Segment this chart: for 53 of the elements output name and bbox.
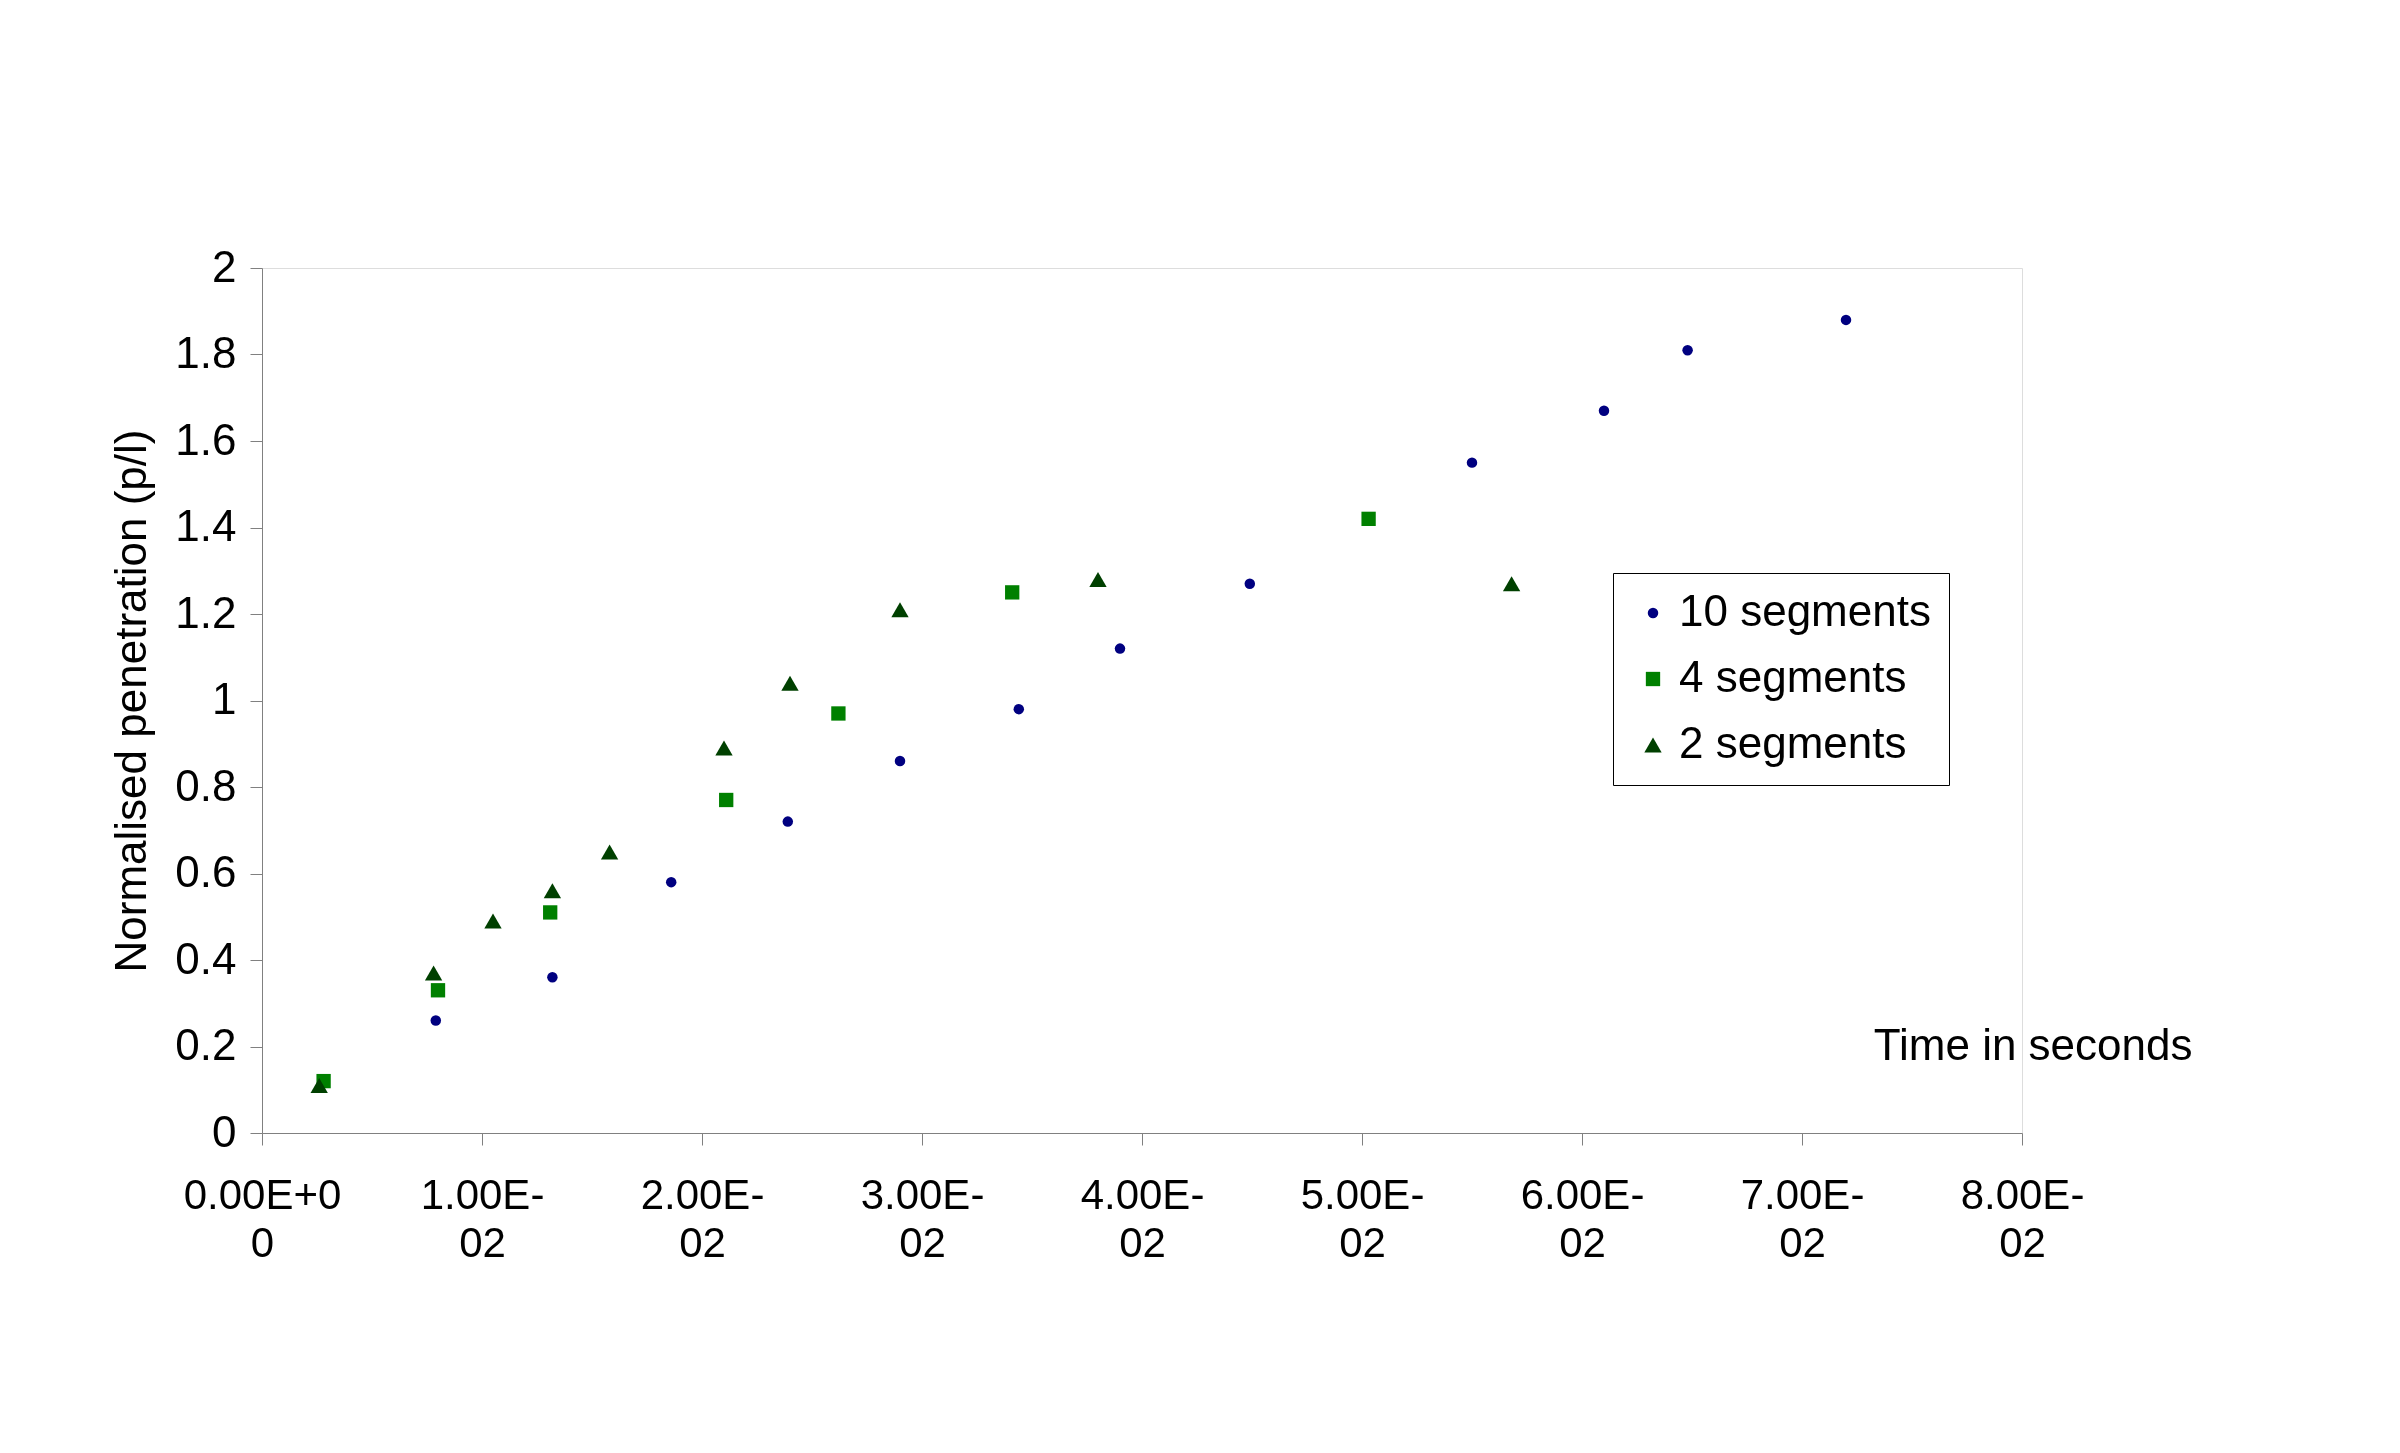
y-axis-title: Normalised penetration (p/l) [106,429,156,973]
x-tick-label: 1.00E-02 [420,1170,545,1266]
point [1005,585,1020,600]
x-tick-label: 4.00E-02 [1080,1170,1205,1266]
point [543,883,562,899]
point [782,816,794,827]
point [1502,576,1521,592]
point [1361,511,1376,527]
x-tick-label: 7.00E-02 [1740,1170,1865,1266]
point [430,983,446,998]
y-tick-label: 1.8 [175,328,237,377]
legend-label: 10 segments [1679,586,1931,635]
x-tick-label: 2.00E-02 [640,1170,765,1266]
point [424,965,443,981]
point [547,972,558,983]
y-tick-label: 0.8 [175,760,237,810]
point [1598,405,1610,416]
point [891,602,909,618]
point [715,740,733,756]
x-tick-label: 0.00E+00 [183,1170,342,1266]
y-tick-label: 1.2 [175,587,237,637]
point [1466,457,1478,468]
x-tick-label: 6.00E-02 [1520,1170,1645,1266]
y-tick-label: 1.6 [175,414,237,464]
point [1840,314,1852,326]
y-tick-label: 0.4 [175,933,237,983]
x-axis-title: Time in seconds [1873,1019,2193,1069]
legend-label: 4 segments [1679,652,1907,701]
x-tick-label: 3.00E-02 [860,1170,985,1266]
y-tick-label: 1 [212,674,237,723]
point [1013,703,1025,715]
point [310,1077,328,1093]
y-tick-label: 2 [212,241,237,291]
point [665,876,677,888]
point [894,755,906,767]
point [781,675,799,691]
y-tick-label: 0 [212,1106,237,1156]
point [543,905,558,920]
y-tick-label: 1.4 [175,501,237,550]
point [1114,643,1126,654]
point [430,1015,442,1026]
y-tick-label: 0.6 [175,847,237,896]
y-tick-label: 0.2 [175,1020,237,1069]
x-tick-label: 5.00E-02 [1300,1170,1425,1266]
legend-label: 2 segments [1679,718,1907,767]
point [1682,344,1693,356]
point [1089,571,1107,587]
point [831,706,846,721]
point [484,913,502,929]
point [1244,578,1256,589]
point [600,844,619,860]
point [719,792,734,808]
x-tick-label: 8.00E-02 [1960,1170,2085,1266]
